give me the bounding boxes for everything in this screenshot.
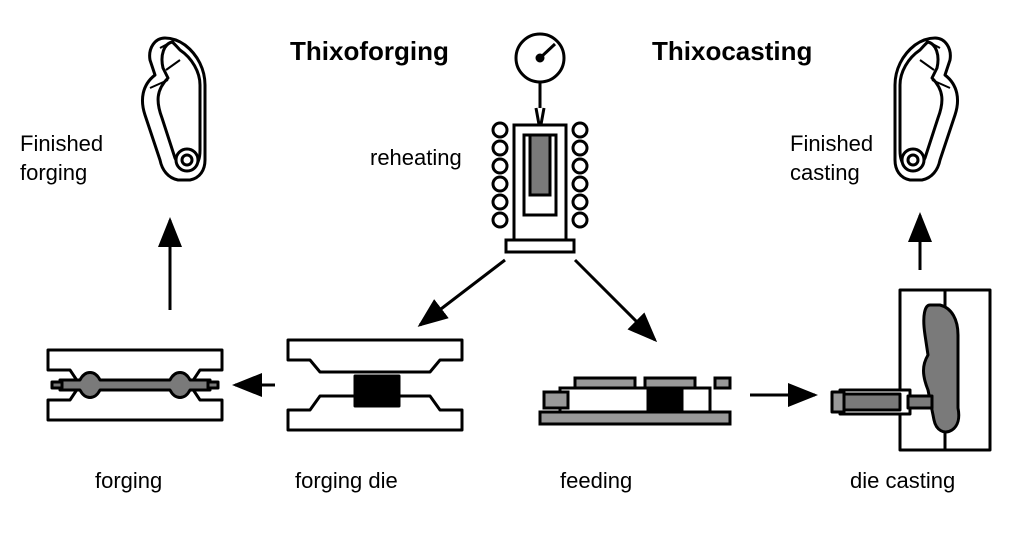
forging-stage-icon bbox=[40, 330, 230, 440]
forging-die-stage-icon bbox=[280, 330, 470, 440]
title-thixocasting: Thixocasting bbox=[652, 36, 812, 67]
label-forging: forging bbox=[95, 468, 162, 494]
label-die-casting: die casting bbox=[850, 468, 955, 494]
label-feeding: feeding bbox=[560, 468, 632, 494]
finished-casting-part-icon bbox=[870, 30, 980, 210]
label-reheating: reheating bbox=[370, 145, 462, 171]
label-finished-casting: Finished casting bbox=[790, 130, 873, 187]
title-thixoforging: Thixoforging bbox=[290, 36, 449, 67]
finished-forging-part-icon bbox=[120, 30, 230, 210]
label-finished-forging: Finished forging bbox=[20, 130, 103, 187]
die-casting-stage-icon bbox=[830, 280, 1000, 460]
reheating-station-icon bbox=[460, 30, 620, 260]
feeding-stage-icon bbox=[530, 350, 740, 440]
label-forging-die: forging die bbox=[295, 468, 398, 494]
